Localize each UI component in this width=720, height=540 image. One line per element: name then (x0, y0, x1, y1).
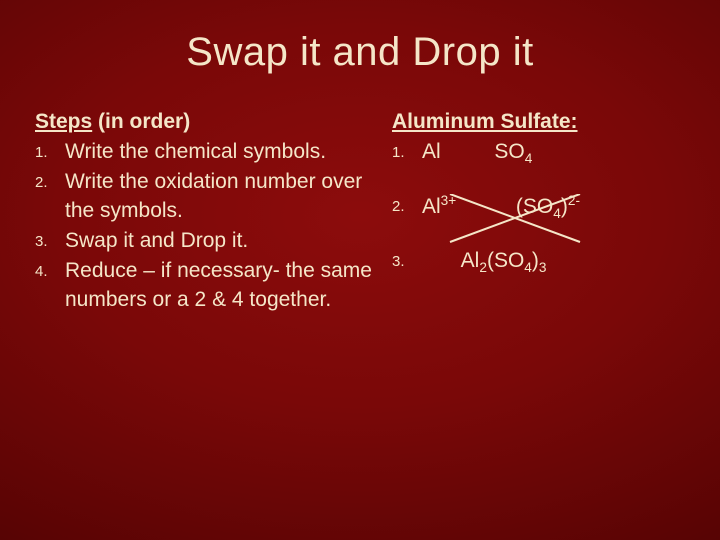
so-sup: 2- (568, 193, 580, 208)
final-sub: 3 (539, 260, 547, 275)
example-line-1: Al SO4 (392, 138, 685, 168)
chem-al2so43: Al2(SO4)3 (461, 249, 547, 272)
paren-open: ( (516, 195, 523, 218)
step-item: Write the oxidation number over the symb… (65, 168, 372, 225)
steps-heading-underlined: Steps (35, 110, 92, 133)
paren-close: ) (561, 195, 568, 218)
so-base: SO (494, 249, 524, 272)
content-columns: Steps (in order) Write the chemical symb… (0, 75, 720, 316)
so-sub: 4 (525, 151, 533, 166)
so-sub: 4 (524, 260, 532, 275)
step-item: Reduce – if necessary- the same numbers … (65, 257, 372, 314)
example-heading: Aluminum Sulfate: (392, 110, 685, 134)
al-sup: 3+ (441, 193, 457, 208)
so-sub: 4 (553, 206, 561, 221)
chem-so4-2minus: (SO4)2- (516, 195, 580, 218)
example-list: Al SO4 Al3+ (SO4)2- Al2(SO4)3 (392, 138, 685, 277)
right-column: Aluminum Sulfate: Al SO4 Al3+ (SO4)2- (392, 110, 685, 316)
swap-cross-wrap: Al3+ (SO4)2- (422, 192, 580, 223)
paren-open: ( (487, 249, 494, 272)
step-item: Write the chemical symbols. (65, 138, 372, 166)
step-item: Swap it and Drop it. (65, 227, 372, 255)
example-line-3: Al2(SO4)3 (392, 247, 685, 277)
al-base: Al (422, 195, 441, 218)
steps-heading: Steps (in order) (35, 110, 372, 134)
example-line-2: Al3+ (SO4)2- (392, 192, 685, 223)
so-base: SO (523, 195, 553, 218)
steps-list: Write the chemical symbols. Write the ox… (35, 138, 372, 314)
chem-so4: SO4 (494, 140, 532, 163)
so-base: SO (494, 140, 524, 163)
paren-close: ) (532, 249, 539, 272)
al-sub: 2 (479, 260, 487, 275)
chem-al3plus: Al3+ (422, 195, 456, 218)
left-column: Steps (in order) Write the chemical symb… (35, 110, 372, 316)
chem-al: Al (422, 140, 441, 163)
slide-title: Swap it and Drop it (0, 0, 720, 75)
al-base: Al (461, 249, 480, 272)
steps-heading-rest: (in order) (92, 110, 190, 133)
